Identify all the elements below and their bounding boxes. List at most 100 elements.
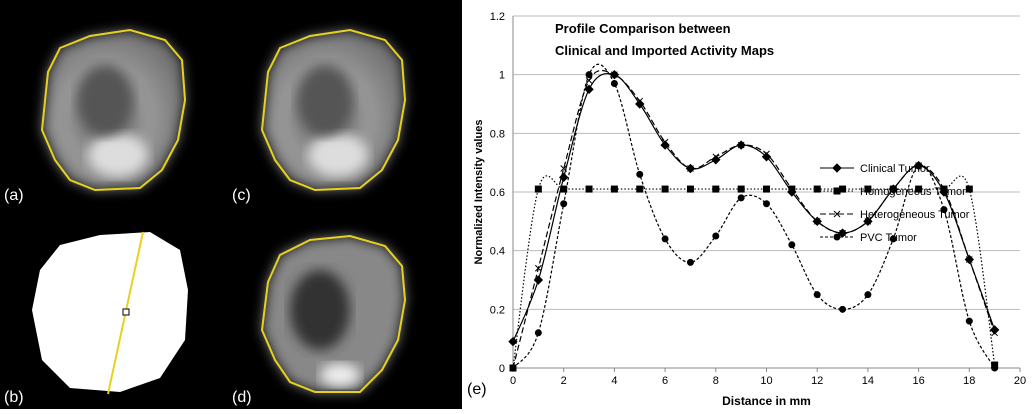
marker (636, 170, 644, 178)
x-tick-label: 6 (662, 375, 668, 387)
y-tick-label: 0.2 (490, 304, 505, 316)
marker (788, 185, 796, 193)
x-tick-label: 14 (862, 375, 874, 387)
marker (509, 364, 517, 372)
y-tick-label: 0.4 (490, 246, 505, 258)
y-tick-label: 0 (499, 363, 505, 375)
marker (687, 165, 694, 172)
image-panel-d (260, 234, 407, 393)
y-axis-label: Normalized Intensity values (473, 120, 485, 265)
marker (864, 217, 872, 225)
marker (940, 185, 948, 193)
marker (763, 200, 770, 208)
marker (585, 71, 593, 79)
marker (788, 241, 796, 249)
marker (661, 235, 669, 243)
image-panel-b (32, 231, 188, 395)
marker (686, 258, 694, 266)
marker (989, 325, 1000, 335)
marker (560, 185, 568, 193)
chart-title: Clinical and Imported Activity Maps (555, 43, 774, 58)
legend-label: Heterogeneous Tumor (860, 209, 970, 221)
marker (610, 79, 618, 87)
x-tick-label: 20 (1014, 375, 1026, 387)
marker (813, 185, 821, 193)
marker (610, 185, 618, 193)
legend-label: PVC Tumor (860, 232, 917, 244)
marker (737, 185, 745, 193)
legend-marker (832, 163, 842, 173)
marker (636, 185, 644, 193)
marker (660, 140, 670, 150)
chart: 0 0.2 0.4 0.6 0.8 1 1.2 0 2 4 6 8 10 12 14 16 18 20 Distan… (473, 11, 1026, 408)
x-tick-label: 16 (912, 375, 924, 387)
marker (991, 364, 999, 372)
marker (737, 141, 745, 149)
marker (712, 185, 720, 193)
legend-label: Homogeneous Tumor (860, 186, 966, 198)
marker (813, 291, 821, 299)
legend-marker (833, 187, 841, 195)
panel-label: (d) (232, 389, 252, 406)
panel-label: (c) (232, 187, 251, 204)
x-tick-label: 4 (611, 375, 617, 387)
marker (763, 185, 770, 193)
marker (635, 99, 645, 109)
marker (763, 150, 770, 158)
panel-label: (a) (4, 187, 24, 204)
marker (864, 185, 872, 193)
marker (965, 317, 973, 325)
marker (737, 194, 745, 202)
y-tick-label: 0.8 (490, 128, 505, 140)
panel-label: (b) (4, 389, 24, 406)
marker (584, 84, 594, 95)
marker (839, 229, 846, 237)
marker (585, 77, 593, 84)
marker (864, 291, 872, 299)
x-tick-label: 12 (811, 375, 823, 387)
panel-label: (e) (467, 381, 487, 398)
marker (712, 232, 720, 240)
marker (558, 172, 569, 183)
marker (611, 71, 618, 79)
y-tick-label: 0.6 (490, 187, 505, 199)
marker (508, 336, 518, 347)
marker (661, 138, 669, 146)
y-tick-label: 1 (499, 70, 505, 82)
chart-title: Profile Comparison between (555, 21, 731, 36)
marker (534, 185, 542, 193)
marker (712, 153, 720, 161)
marker (661, 185, 669, 193)
marker (686, 185, 694, 193)
marker (813, 217, 821, 225)
marker (711, 155, 721, 165)
marker (965, 185, 973, 193)
series-line (512, 63, 996, 369)
x-tick-label: 0 (510, 375, 516, 387)
image-panel-c (260, 28, 407, 192)
y-tick-label: 1.2 (490, 11, 505, 23)
x-tick-label: 10 (760, 375, 772, 387)
marker (636, 97, 644, 105)
series-line (512, 175, 996, 369)
legend-label: Clinical Tumor (860, 163, 930, 175)
marker (560, 200, 568, 208)
marker (761, 152, 772, 162)
x-tick-label: 2 (561, 375, 567, 387)
marker (839, 305, 847, 313)
marker (534, 329, 542, 337)
marker (889, 185, 897, 193)
marker (991, 329, 999, 337)
x-tick-label: 8 (713, 375, 719, 387)
marker (915, 185, 923, 193)
marker (560, 165, 568, 172)
marker (534, 264, 542, 272)
marker (915, 162, 923, 170)
x-tick-label: 18 (963, 375, 975, 387)
marker (585, 185, 593, 193)
legend-marker (833, 233, 841, 241)
x-axis-label: Distance in mm (722, 394, 811, 408)
marker (940, 206, 948, 214)
marker (965, 256, 973, 263)
